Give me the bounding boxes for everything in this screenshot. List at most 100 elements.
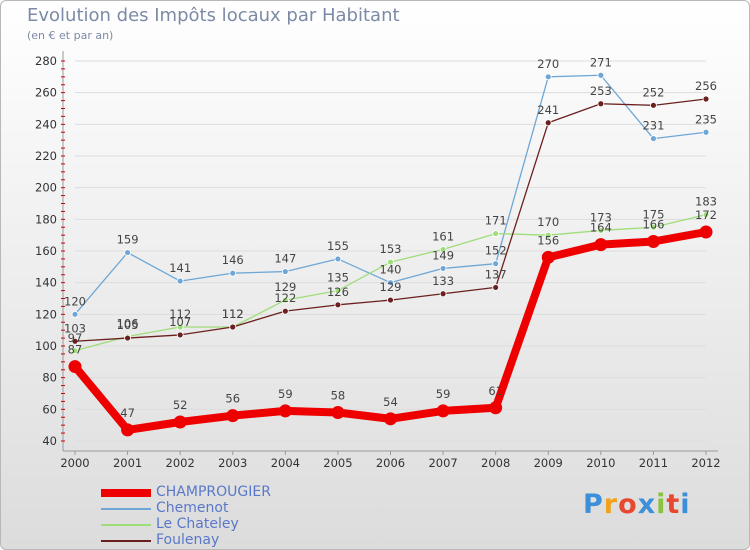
x-tick-label: 2000 [60,456,89,470]
x-tick-label: 2010 [586,456,615,470]
x-tick-label: 2007 [428,456,457,470]
x-tick-label: 2002 [166,456,195,470]
data-label: 52 [173,398,188,412]
data-label: 149 [432,248,454,262]
data-label: 120 [64,294,86,308]
y-tick-label: 280 [35,54,57,68]
data-label: 97 [68,331,83,345]
data-point [541,250,555,264]
y-tick-label: 140 [35,276,57,290]
data-label: 161 [432,229,454,243]
data-label: 106 [117,317,139,331]
data-point [281,296,289,304]
data-point [176,331,184,339]
data-label: 147 [274,252,296,266]
data-label: 271 [590,55,612,69]
legend-swatch [101,540,151,542]
data-point [650,223,657,231]
y-tick-label: 260 [35,86,57,100]
data-point [281,307,289,315]
x-tick-label: 2008 [481,456,510,470]
data-point [492,284,500,291]
data-point [702,128,710,136]
data-label: 47 [120,406,135,420]
x-tick-label: 2012 [691,456,720,470]
y-tick-label: 80 [42,371,57,385]
data-label: 112 [169,307,191,321]
data-point [597,100,605,108]
y-tick-label: 160 [35,244,57,258]
data-point [71,310,79,318]
legend-label: Le Chateley [156,516,239,532]
data-point [71,347,79,355]
y-tick-label: 40 [42,434,57,448]
data-point [68,360,82,374]
x-tick-label: 2011 [639,456,668,470]
data-label: 171 [485,214,507,228]
data-label: 59 [278,387,293,401]
data-point [594,238,608,252]
data-point [439,290,447,298]
x-tick-label: 2001 [113,456,142,470]
data-label: 133 [432,274,454,288]
data-point [650,101,657,109]
data-point [226,409,240,423]
data-label: 56 [225,392,240,406]
data-point [124,249,131,256]
data-label: 58 [331,389,346,403]
data-point [699,225,713,239]
y-tick-label: 60 [42,402,57,416]
legend: CHAMPROUGIER Chemenot Le Chateley Foulenay [101,484,361,549]
data-point [489,401,503,415]
data-label: 175 [642,207,664,221]
data-point [124,334,131,342]
data-label: 103 [64,321,86,335]
y-tick-label: 100 [35,339,57,353]
data-point [544,231,552,239]
data-label: 59 [436,387,451,401]
data-point [384,412,397,426]
data-label: 173 [590,210,612,224]
data-point [439,265,447,272]
data-point [229,269,237,277]
data-label: 140 [380,263,402,277]
data-point [436,404,450,418]
data-label: 107 [169,315,191,329]
data-label: 152 [485,244,507,258]
data-label: 156 [537,233,559,247]
data-label: 129 [380,280,402,294]
data-label: 256 [695,79,717,93]
data-point [173,415,187,429]
data-label: 135 [327,271,349,285]
legend-item: Le Chateley [101,516,361,533]
y-tick-label: 240 [35,117,57,131]
data-point [646,235,660,248]
data-label: 129 [274,280,296,294]
data-point [544,119,552,127]
proxiti-logo: Proxiti [583,489,691,520]
data-point [229,323,237,331]
x-tick-label: 2006 [376,456,405,470]
data-point [176,277,184,285]
data-label: 122 [274,291,296,305]
data-point [702,95,710,103]
data-point [176,323,184,331]
legend-swatch [101,489,151,497]
data-label: 146 [222,253,244,267]
data-point [387,296,394,304]
data-label: 164 [590,221,612,235]
y-tick-label: 180 [35,212,57,226]
data-label: 231 [642,119,664,133]
data-label: 270 [537,57,559,71]
data-point [121,423,135,437]
data-point [334,301,342,309]
data-label: 159 [117,233,139,247]
data-label: 126 [327,285,349,299]
x-tick-label: 2003 [218,456,247,470]
data-label: 112 [222,307,244,321]
series-line-chemenot [74,74,707,315]
data-point [387,279,394,287]
legend-item: Foulenay [101,532,361,549]
